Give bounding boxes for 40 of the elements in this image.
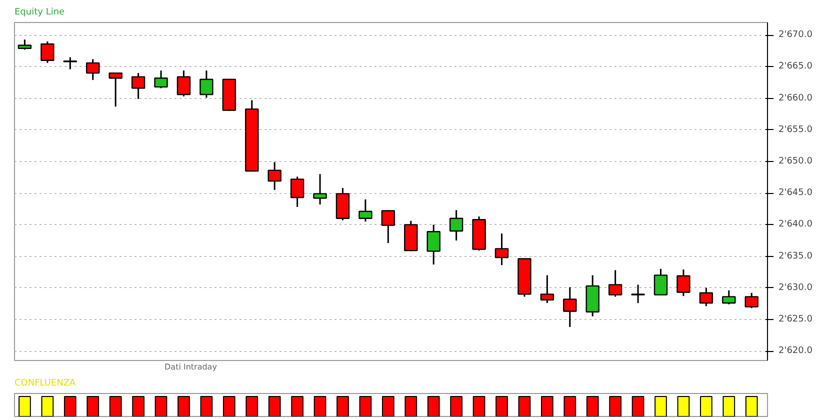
candlestick bbox=[540, 274, 554, 304]
candlestick bbox=[63, 56, 77, 70]
candlestick bbox=[608, 269, 622, 298]
candlestick bbox=[40, 40, 54, 64]
text: Dati Intraday bbox=[164, 362, 218, 372]
candlestick bbox=[381, 209, 396, 244]
candlestick bbox=[268, 161, 282, 191]
y-tick-label: 2'660.0 bbox=[778, 93, 813, 104]
candlestick bbox=[449, 209, 464, 242]
y-tick-label: 2'640.0 bbox=[778, 220, 813, 230]
candlestick bbox=[699, 287, 714, 307]
candlestick bbox=[654, 268, 668, 296]
candlestick bbox=[86, 58, 100, 81]
y-tick-label: 2'635.0 bbox=[778, 251, 813, 262]
candlestick bbox=[722, 290, 736, 306]
candlestick bbox=[176, 70, 191, 98]
y-tick-label: 2'630.0 bbox=[778, 282, 813, 293]
candlestick bbox=[154, 70, 168, 89]
candlestick bbox=[676, 268, 690, 297]
candlestick bbox=[108, 72, 122, 108]
candlestick bbox=[200, 70, 214, 98]
candlestick bbox=[744, 292, 758, 309]
candlestick bbox=[131, 72, 146, 100]
y-tick-label: 2'665.0 bbox=[778, 62, 813, 72]
y-tick-label: 2'650.0 bbox=[778, 156, 813, 166]
candlestick bbox=[494, 232, 509, 266]
y-tick-label: 2'655.0 bbox=[778, 124, 813, 135]
y-tick-label: 2'620.0 bbox=[778, 346, 813, 356]
candlestick bbox=[563, 286, 577, 328]
chart-title: CONFLUENZA bbox=[14, 378, 77, 388]
y-tick-label: 2'670.0 bbox=[778, 30, 813, 40]
candlestick bbox=[18, 38, 32, 50]
y-tick-label: 2'645.0 bbox=[778, 188, 813, 198]
candlestick bbox=[358, 198, 372, 222]
candlestick bbox=[313, 173, 327, 206]
candlestick bbox=[426, 224, 440, 266]
text: Equity Line bbox=[14, 8, 66, 18]
candlestick bbox=[290, 176, 304, 208]
y-tick-label: 2'625.0 bbox=[778, 314, 813, 324]
candlestick bbox=[631, 284, 645, 304]
